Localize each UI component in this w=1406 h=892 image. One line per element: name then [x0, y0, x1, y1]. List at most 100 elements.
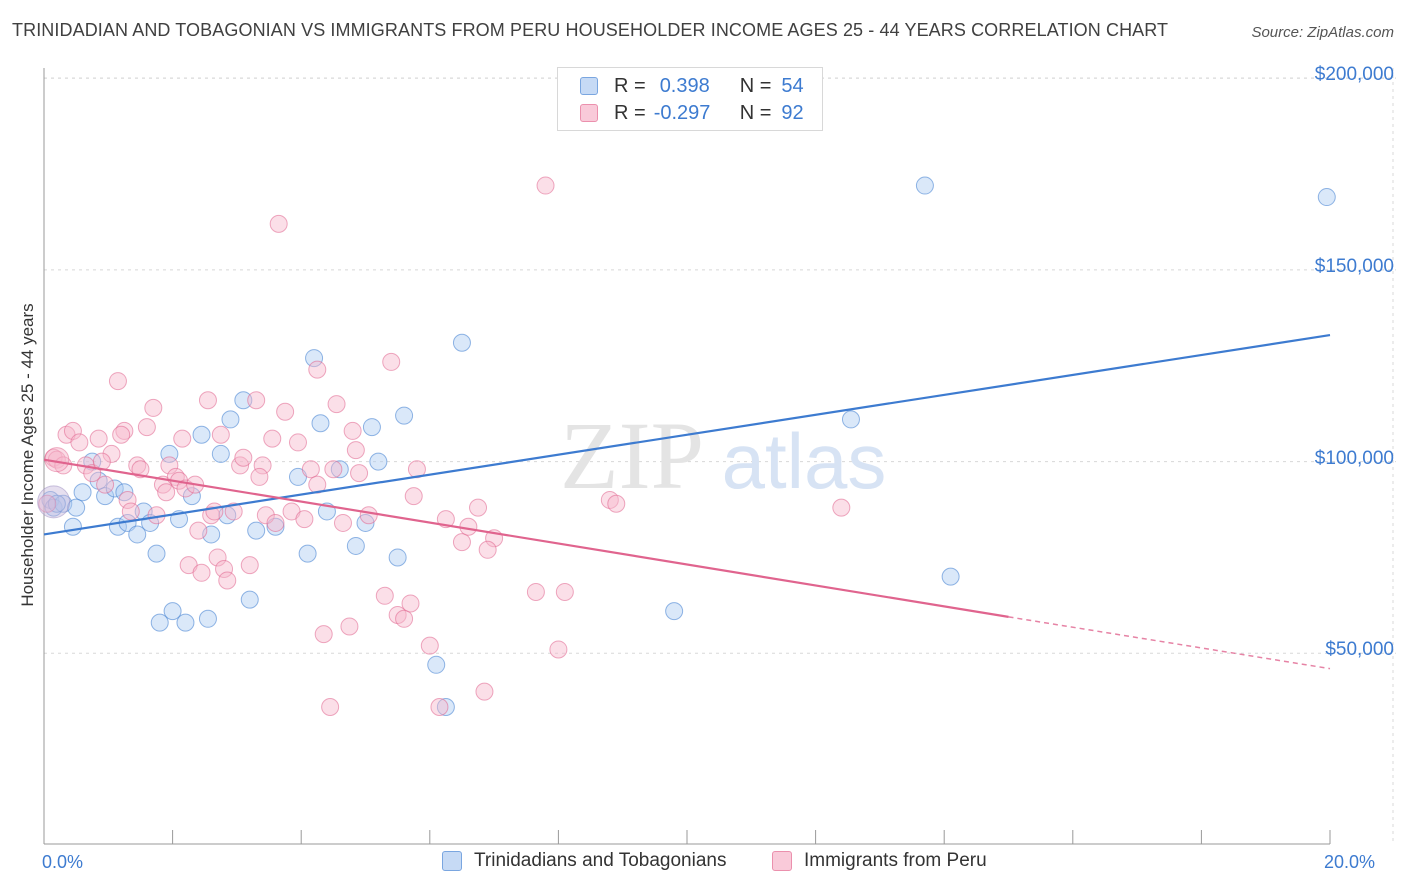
point-peru [401, 594, 420, 613]
legend-r-label: R = [614, 101, 646, 124]
legend-swatch-blue [442, 851, 462, 871]
point-trinidadians [128, 525, 147, 544]
point-trinidadians [305, 349, 324, 368]
point-trinidadians [266, 517, 285, 536]
point-peru [436, 510, 455, 529]
point-peru [144, 398, 163, 417]
legend-item-trinidadians[interactable]: Trinidadians and Tobagonians [442, 850, 726, 872]
y-tick-label: $100,000 [1314, 447, 1394, 469]
point-trinidadians [247, 521, 266, 540]
point-peru [420, 636, 439, 655]
point-peru [250, 467, 269, 486]
point-peru [131, 460, 150, 479]
legend-r-value: -0.297 [653, 101, 711, 124]
point-trinidadians [369, 452, 388, 471]
point-peru [375, 586, 394, 605]
point-peru [301, 460, 320, 479]
point-trinidadians [163, 602, 182, 621]
point-peru [276, 402, 295, 421]
point-trinidadians [1317, 188, 1336, 207]
point-trinidadians [941, 567, 960, 586]
point-cluster [37, 485, 71, 519]
watermark-zip: ZIP [560, 402, 704, 509]
point-trinidadians [452, 333, 471, 352]
trend-line-trinidadians [43, 333, 1331, 536]
legend-swatch-blue [580, 77, 598, 95]
point-peru [350, 464, 369, 483]
point-peru [192, 563, 211, 582]
series-legend: Trinidadians and Tobagonians Immigrants … [0, 850, 1406, 880]
legend-swatch-pink [772, 851, 792, 871]
y-tick-label: $200,000 [1314, 64, 1394, 86]
points-layer [37, 176, 1336, 716]
point-peru [327, 395, 346, 414]
correlation-legend: R = 0.398 N = 54 R = -0.297 N = 92 [557, 67, 823, 131]
watermark-atlas: atlas [722, 417, 887, 505]
legend-label-peru: Immigrants from Peru [804, 850, 987, 871]
point-peru [160, 456, 179, 475]
point-peru [452, 533, 471, 552]
point-peru [205, 502, 224, 521]
point-trinidadians [211, 444, 230, 463]
point-peru [112, 425, 131, 444]
point-peru [157, 483, 176, 502]
x-tick-min: 0.0% [42, 852, 84, 872]
point-trinidadians [67, 498, 86, 517]
point-peru [407, 460, 426, 479]
point-trinidadians [147, 544, 166, 563]
point-peru [321, 697, 340, 716]
point-trinidadians [841, 410, 860, 429]
point-trinidadians [182, 487, 201, 506]
point-peru [102, 444, 121, 463]
point-peru [832, 498, 851, 517]
point-trinidadians [234, 391, 253, 410]
point-peru [266, 513, 285, 532]
point-peru [118, 490, 137, 509]
point-peru [137, 418, 156, 437]
point-peru [314, 625, 333, 644]
legend-label-trinidadians: Trinidadians and Tobagonians [474, 850, 727, 871]
point-peru [308, 360, 327, 379]
point-trinidadians [105, 479, 124, 498]
point-peru [607, 494, 626, 513]
point-trinidadians [298, 544, 317, 563]
point-peru [63, 421, 82, 440]
point-peru [38, 494, 57, 513]
point-trinidadians [395, 406, 414, 425]
point-peru [478, 540, 497, 559]
x-tick-max: 20.0% [1324, 852, 1376, 872]
point-peru [96, 475, 115, 494]
legend-n-label: N = [739, 74, 772, 97]
point-peru [333, 513, 352, 532]
point-trinidadians [192, 425, 211, 444]
point-peru [108, 372, 127, 391]
point-peru [536, 176, 555, 195]
point-peru [475, 682, 494, 701]
trend-line-peru [43, 458, 1009, 618]
legend-n-value: 92 [781, 101, 804, 124]
point-peru [173, 429, 192, 448]
point-peru [198, 391, 217, 410]
legend-swatch-pink [580, 104, 598, 122]
point-trinidadians [427, 655, 446, 674]
point-peru [430, 697, 449, 716]
point-peru [234, 448, 253, 467]
point-peru [404, 487, 423, 506]
point-trinidadians [311, 414, 330, 433]
point-peru [218, 571, 237, 590]
legend-r-value: 0.398 [659, 74, 710, 97]
point-trinidadians [665, 602, 684, 621]
point-peru [215, 559, 234, 578]
point-trinidadians [346, 536, 365, 555]
point-trinidadians [198, 609, 217, 628]
point-peru [224, 502, 243, 521]
point-peru [70, 433, 89, 452]
point-peru [208, 548, 227, 567]
legend-item-peru[interactable]: Immigrants from Peru [772, 850, 987, 872]
point-peru [263, 429, 282, 448]
y-tick-label: $150,000 [1314, 255, 1394, 277]
point-peru [211, 425, 230, 444]
grid-layer [43, 68, 1396, 845]
point-peru [549, 640, 568, 659]
point-peru [324, 460, 343, 479]
